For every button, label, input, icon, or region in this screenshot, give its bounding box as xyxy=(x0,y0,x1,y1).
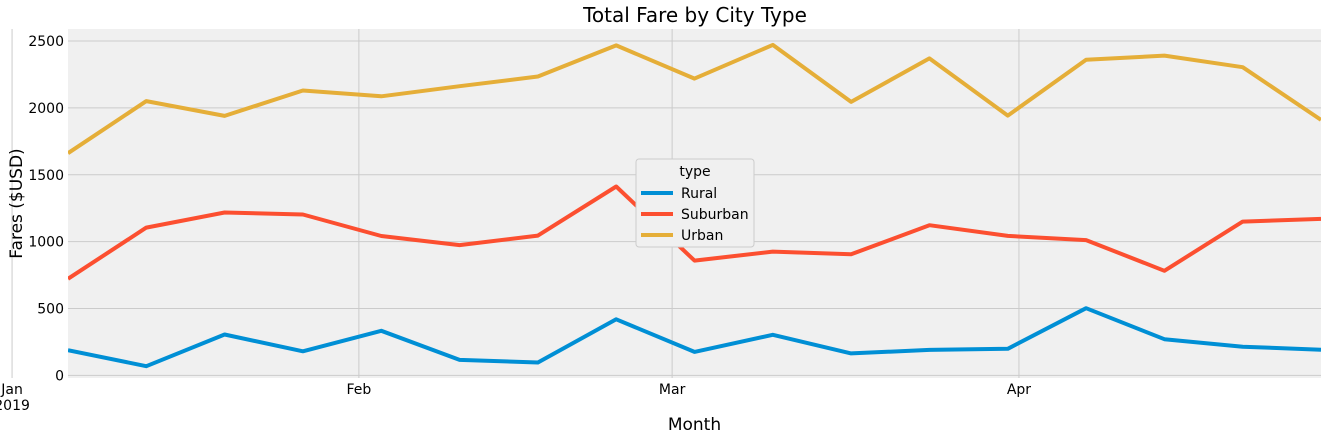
legend-label-suburban: Suburban xyxy=(681,207,749,223)
x-tick-label: Apr xyxy=(1007,382,1031,398)
legend: type Rural Suburban Urban xyxy=(635,158,755,248)
y-tick-label: 1000 xyxy=(28,235,64,251)
y-tick-label: 0 xyxy=(55,368,64,384)
y-tick-label: 1500 xyxy=(28,168,64,184)
legend-box xyxy=(635,158,755,248)
y-tick-label: 500 xyxy=(37,301,64,317)
x-axis-label: Month xyxy=(668,415,721,435)
plot-area xyxy=(11,29,1321,378)
legend-label-urban: Urban xyxy=(681,228,723,244)
x-tick-sublabel: 2019 xyxy=(0,398,30,414)
y-tick-label: 2000 xyxy=(28,101,64,117)
legend-label-rural: Rural xyxy=(681,186,717,202)
series-line-suburban xyxy=(68,184,1321,281)
x-tick-label: Feb xyxy=(346,382,371,398)
chart-title: Total Fare by City Type xyxy=(582,3,807,27)
legend-title: type xyxy=(679,164,710,180)
y-tick-label: 2500 xyxy=(28,34,64,50)
y-axis-label: Fares ($USD) xyxy=(7,148,27,258)
x-tick-label: Jan xyxy=(0,382,23,398)
series-line-urban xyxy=(68,42,1321,155)
series-line-rural xyxy=(68,306,1321,369)
x-tick-label: Mar xyxy=(659,382,686,398)
